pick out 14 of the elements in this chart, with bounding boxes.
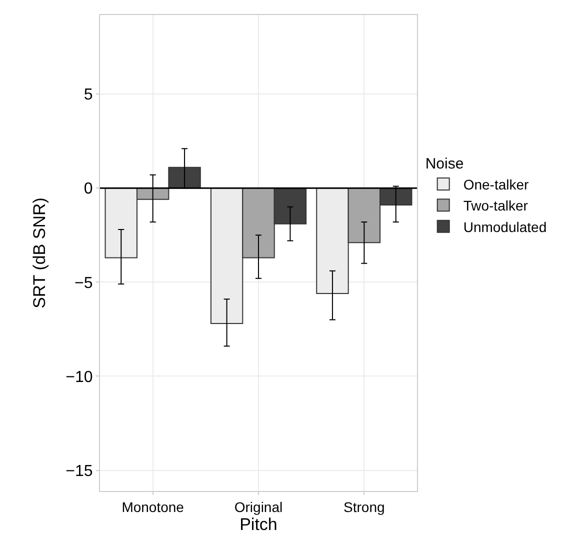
y-tick-label: −10 xyxy=(66,368,93,386)
y-tick-label: −5 xyxy=(74,274,93,292)
legend-label: Two-talker xyxy=(463,198,528,214)
legend-title: Noise xyxy=(425,155,464,172)
legend-label: Unmodulated xyxy=(463,218,547,235)
y-tick-label: 5 xyxy=(84,86,93,104)
y-tick-label: 0 xyxy=(84,180,93,198)
x-tick-label: Strong xyxy=(344,498,385,515)
y-axis-title: SRT (dB SNR) xyxy=(30,198,50,308)
legend-label: One-talker xyxy=(463,176,530,192)
x-tick-label: Monotone xyxy=(122,498,184,515)
x-axis-title: Pitch xyxy=(240,514,278,534)
x-tick-label: Original xyxy=(234,498,283,515)
y-tick-label: −15 xyxy=(66,462,93,480)
